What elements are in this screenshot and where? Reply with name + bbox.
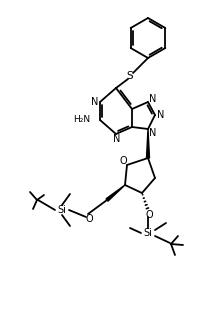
Text: S: S [127, 71, 133, 81]
Text: O: O [85, 214, 93, 224]
Polygon shape [106, 185, 125, 201]
Text: Si: Si [144, 228, 152, 238]
Text: H₂N: H₂N [73, 115, 90, 124]
Text: O: O [119, 156, 127, 166]
Text: Si: Si [58, 205, 66, 215]
Text: N: N [91, 97, 99, 107]
Text: N: N [149, 94, 157, 104]
Text: N: N [149, 128, 157, 138]
Text: N: N [113, 134, 121, 144]
Text: O: O [145, 210, 153, 220]
Text: N: N [157, 110, 165, 120]
Polygon shape [147, 129, 150, 158]
